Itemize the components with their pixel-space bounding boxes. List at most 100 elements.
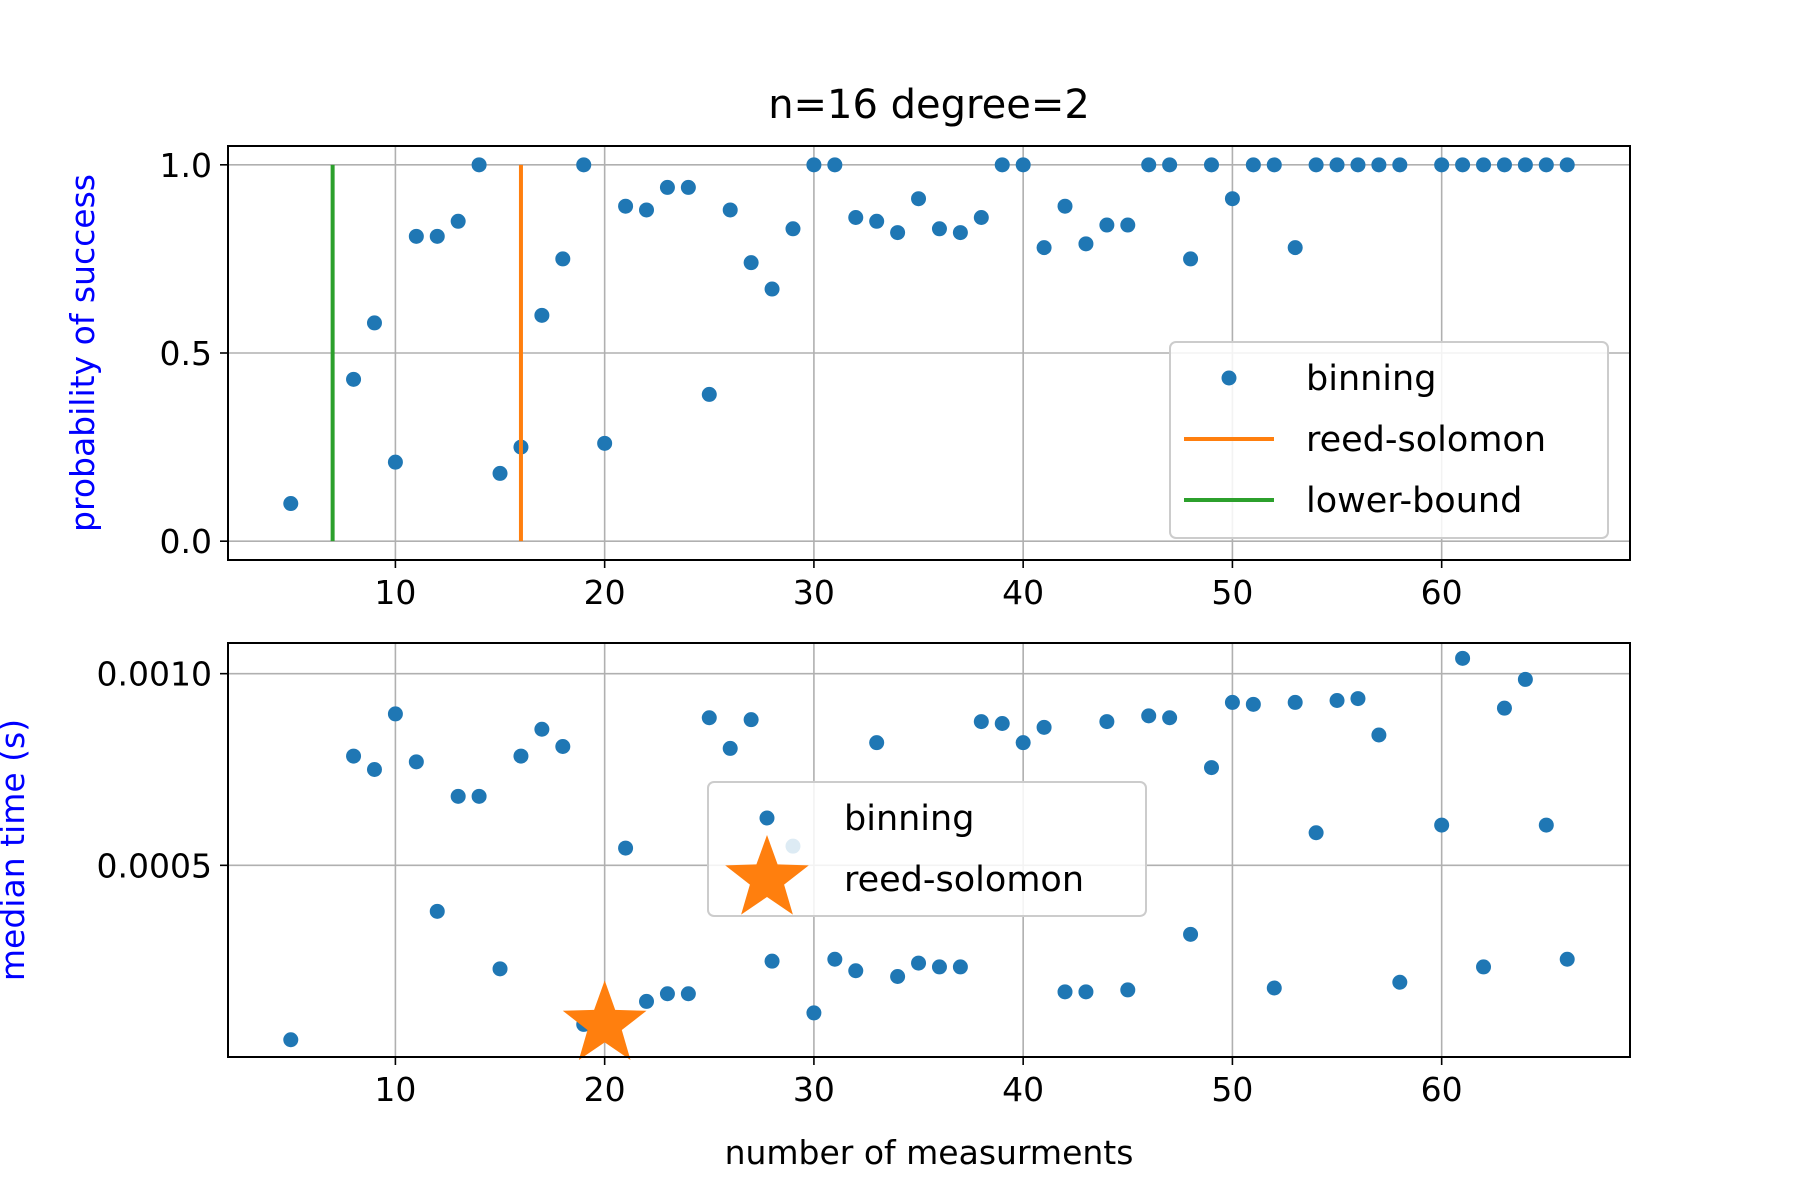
binning-point (471, 788, 487, 804)
binning-point (1559, 157, 1575, 173)
binning-point (1538, 817, 1554, 833)
binning-point (1162, 157, 1178, 173)
x-tick-label: 40 (1002, 573, 1044, 612)
binning-point (450, 788, 466, 804)
binning-point (576, 157, 592, 173)
top-data-marks (283, 157, 1575, 542)
binning-point (492, 961, 508, 977)
binning-point (1371, 727, 1387, 743)
binning-point (911, 955, 927, 971)
binning-point (1036, 719, 1052, 735)
binning-point (1015, 735, 1031, 751)
binning-point (1057, 984, 1073, 1000)
binning-point (534, 721, 550, 737)
legend-binning-marker (759, 810, 775, 826)
binning-point (680, 986, 696, 1002)
binning-point (869, 735, 885, 751)
binning-point (1329, 693, 1345, 708)
legend-label: binning (844, 799, 974, 839)
binning-point (1476, 157, 1492, 173)
binning-point (827, 157, 843, 173)
binning-point (366, 315, 382, 331)
x-tick-label: 60 (1421, 1070, 1463, 1109)
y-tick-label: 0.0010 (97, 655, 212, 694)
x-tick-label: 30 (793, 573, 835, 612)
binning-point (1287, 694, 1303, 710)
binning-point (1517, 671, 1533, 687)
binning-point (1308, 825, 1324, 841)
binning-point (1099, 217, 1115, 233)
top-legend: binning reed-solomon lower-bound (1169, 341, 1609, 539)
binning-point (1057, 198, 1073, 214)
binning-point (1015, 157, 1031, 173)
binning-point (701, 710, 717, 726)
y-tick-label: 0.5 (160, 334, 212, 373)
legend-binning-marker (1221, 370, 1237, 386)
binning-point (1120, 217, 1136, 233)
binning-point (952, 959, 968, 975)
legend-label: reed-solomon (844, 860, 1084, 900)
binning-point (869, 213, 885, 229)
binning-point (1224, 694, 1240, 710)
binning-point (471, 157, 487, 173)
y-tick-label: 0.0005 (97, 846, 212, 885)
binning-point (785, 221, 801, 237)
binning-point (366, 762, 382, 777)
binning-point (659, 986, 675, 1002)
binning-point (743, 712, 759, 728)
x-tick-label: 20 (584, 573, 626, 612)
binning-point (1476, 959, 1492, 975)
binning-point (827, 951, 843, 967)
legend-reed-solomon-marker (725, 835, 809, 915)
binning-point (994, 716, 1010, 731)
binning-point (1434, 157, 1450, 173)
binning-point (1036, 240, 1052, 256)
chart-title: n=16 degree=2 (768, 82, 1090, 128)
binning-point (931, 221, 947, 237)
binning-point (513, 748, 529, 764)
binning-point (283, 1032, 299, 1048)
binning-point (346, 371, 362, 387)
binning-point (743, 255, 759, 271)
bottom-legend: binning reed-solomon (707, 781, 1147, 917)
binning-point (1203, 760, 1219, 776)
binning-point (911, 191, 927, 207)
legend-label: reed-solomon (1306, 420, 1546, 460)
binning-point (1203, 157, 1219, 173)
bottom-data-marks (283, 650, 1575, 1060)
binning-point (890, 225, 906, 241)
binning-point (1434, 817, 1450, 833)
binning-point (1559, 951, 1575, 967)
binning-point (618, 840, 634, 856)
binning-point (680, 179, 696, 195)
binning-point (387, 706, 403, 722)
binning-point (1183, 926, 1199, 942)
binning-point (283, 496, 299, 512)
binning-point (450, 213, 466, 229)
binning-point (429, 903, 445, 919)
x-tick-label: 60 (1421, 573, 1463, 612)
binning-point (1078, 984, 1094, 1000)
binning-point (994, 157, 1010, 173)
binning-point (952, 225, 968, 241)
x-tick-label: 10 (374, 573, 416, 612)
x-tick-label: 50 (1211, 1070, 1253, 1109)
x-tick-label: 50 (1211, 573, 1253, 612)
x-tick-label: 10 (374, 1070, 416, 1109)
y-tick-label: 1.0 (160, 146, 212, 185)
binning-point (492, 465, 508, 481)
binning-point (555, 251, 571, 267)
binning-point (618, 198, 634, 214)
binning-point (806, 157, 822, 173)
legend-label: binning (1306, 359, 1436, 399)
binning-point (408, 228, 424, 244)
binning-point (1308, 157, 1324, 173)
binning-point (1224, 191, 1240, 207)
binning-point (1162, 710, 1178, 726)
legend-box (707, 781, 1147, 917)
binning-point (1266, 980, 1282, 996)
binning-point (1392, 974, 1408, 990)
binning-point (1245, 696, 1261, 712)
bottom-grid (228, 643, 1630, 1057)
binning-point (848, 963, 864, 979)
